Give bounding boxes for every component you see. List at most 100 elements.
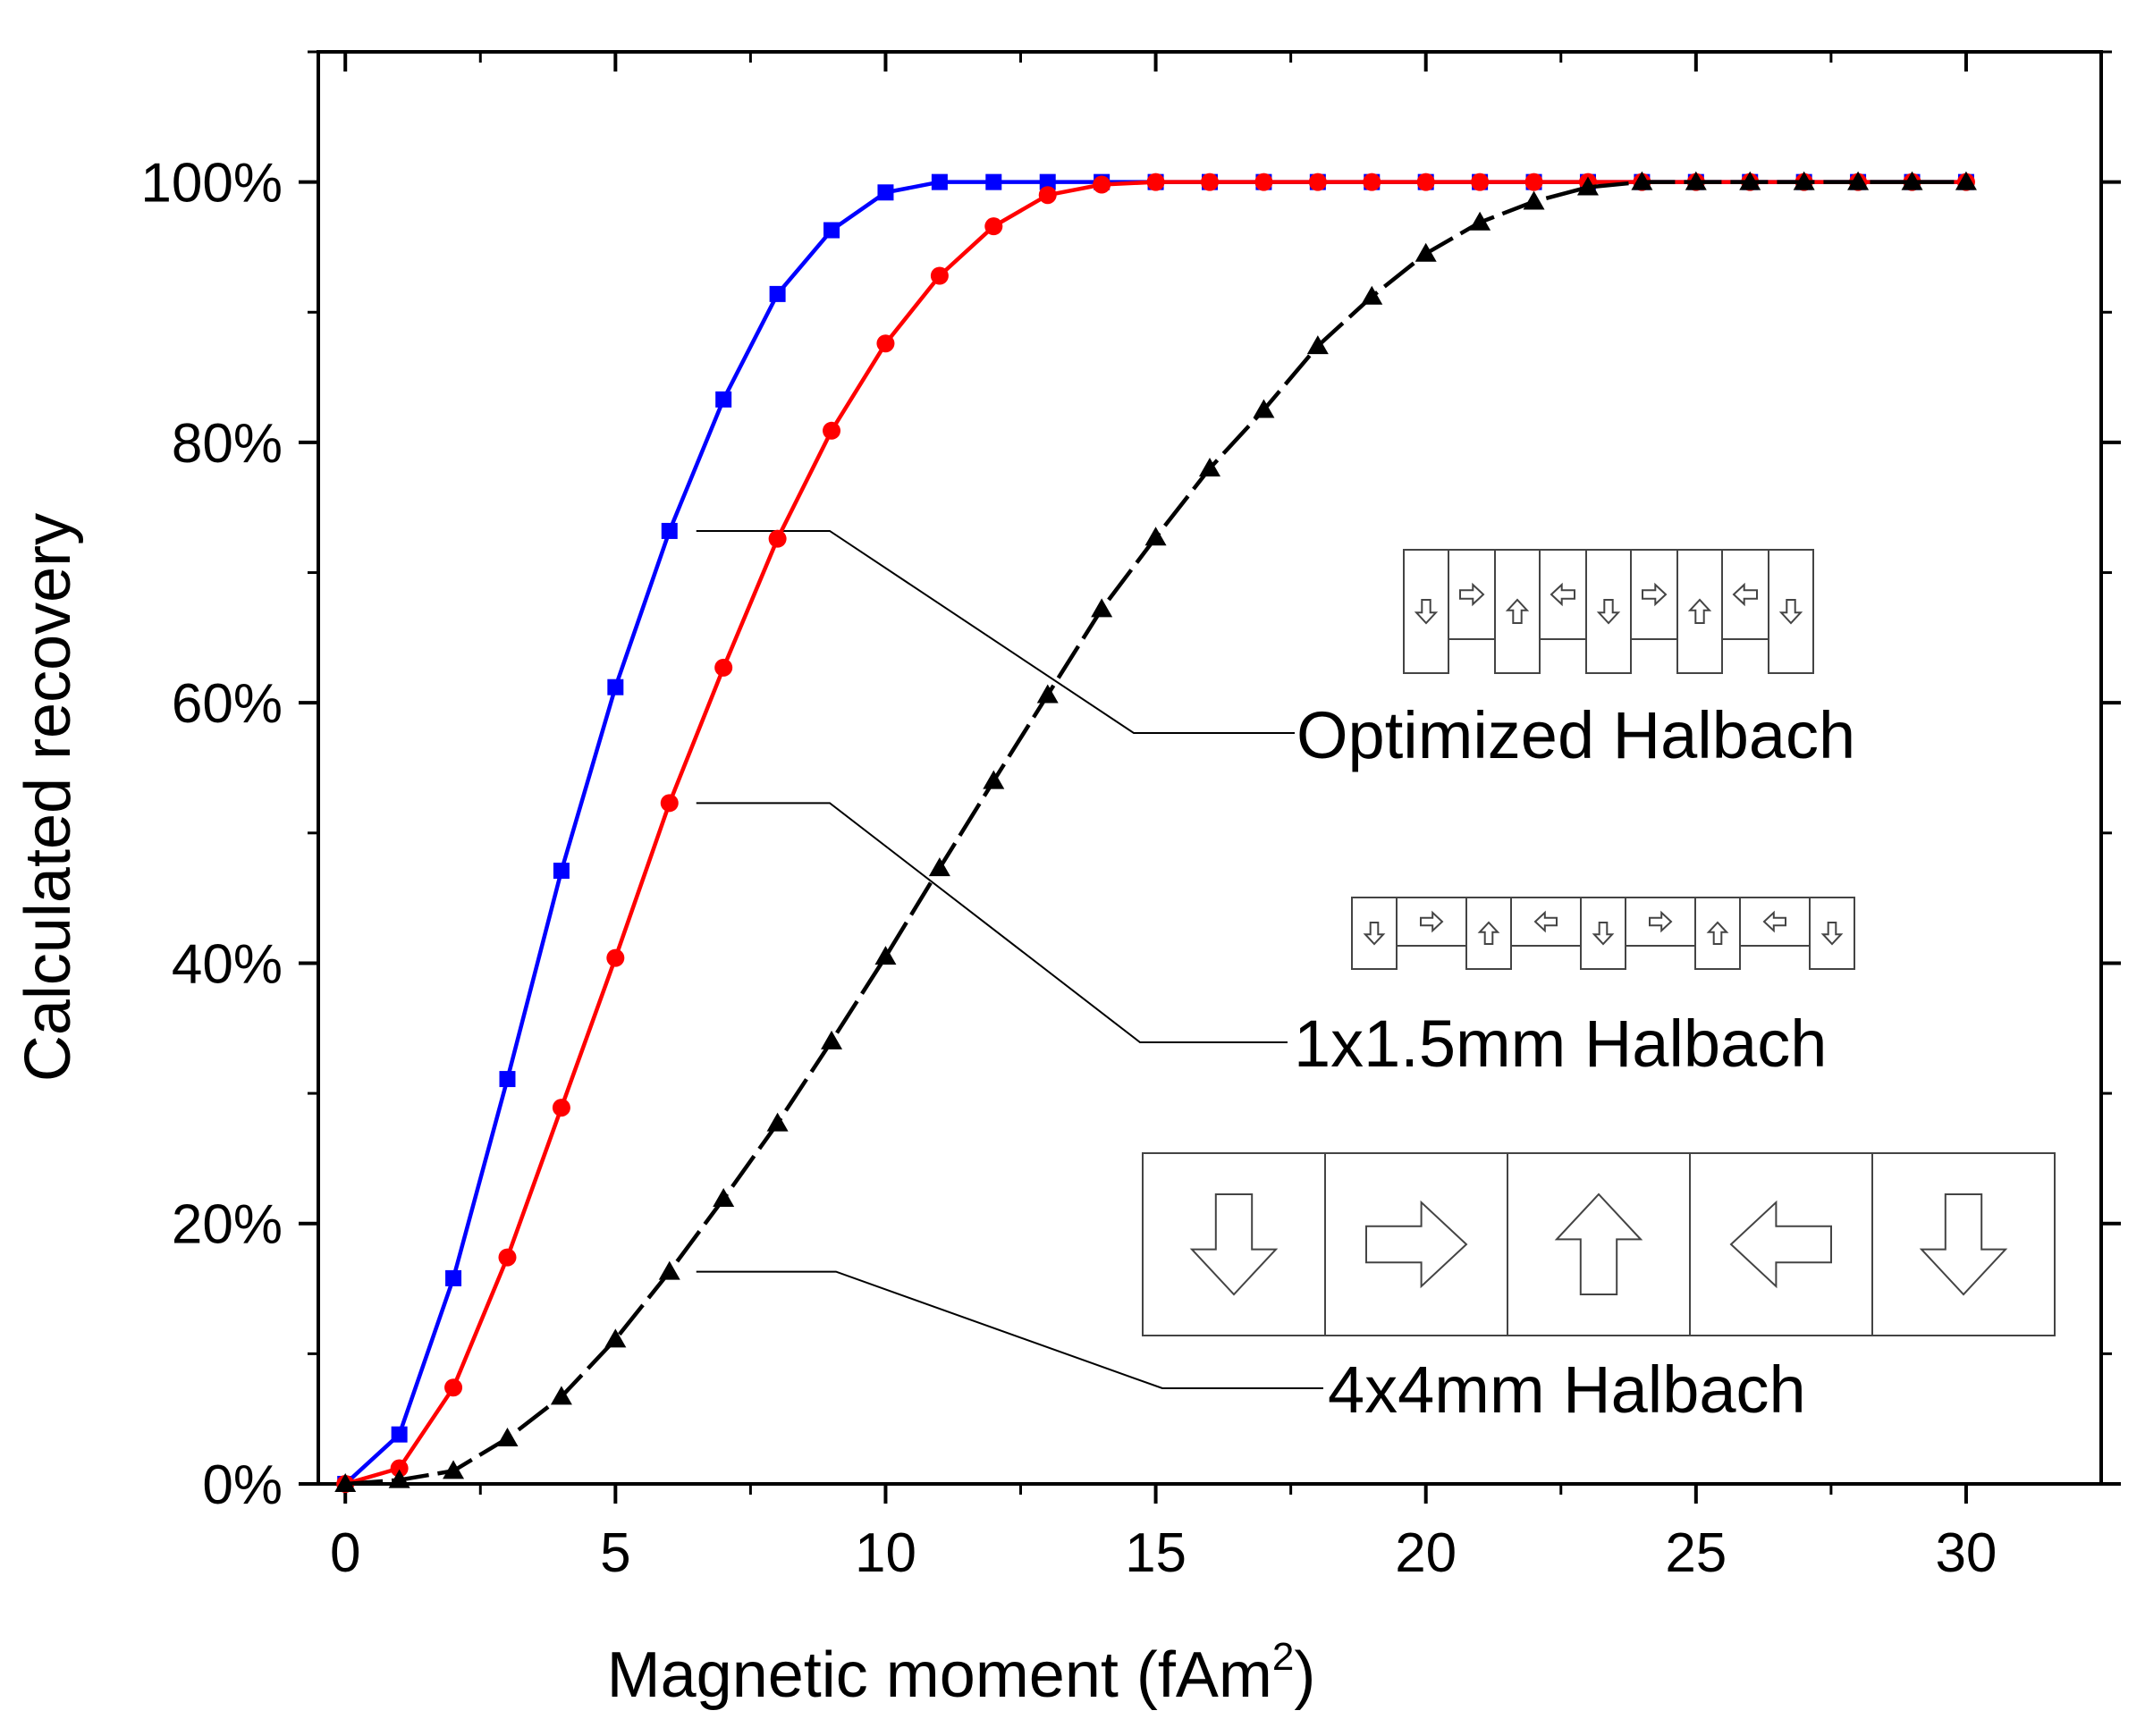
data-point-square [931,173,948,190]
leader-line [696,802,1288,1043]
x-tick-label: 25 [1665,1522,1727,1584]
y-tick-label: 0% [202,1454,283,1516]
optimized-halbach-diagram [1403,549,1814,674]
up-arrow-icon [1554,1192,1643,1295]
left-arrow-icon [1729,1200,1832,1289]
data-point-triangle [983,770,1005,789]
y-tick-label: 100% [140,153,283,215]
data-point-triangle [388,1469,410,1488]
magnet-block [1809,897,1855,970]
data-point-circle [1038,186,1057,205]
data-point-circle [1363,173,1381,191]
y-tick-label: 80% [172,413,283,475]
series-layer [334,171,1977,1493]
y-tick-label: 20% [172,1194,283,1256]
right-arrow-icon [1649,910,1673,933]
up-arrow-icon [1706,921,1729,945]
data-point-triangle [604,1328,627,1348]
data-point-circle [823,421,841,440]
up-arrow-icon [1505,598,1530,624]
data-point-triangle [1361,285,1383,305]
data-point-triangle [874,946,897,965]
left-arrow-icon [1550,582,1575,607]
data-point-circle [444,1378,463,1397]
plot-frame [317,50,2103,1486]
data-point-circle [930,266,949,285]
annotation-label: 1x1.5mm Halbach [1294,1007,1827,1081]
data-point-circle [876,334,895,353]
up-arrow-icon [1687,598,1712,624]
data-point-triangle [1253,399,1275,418]
data-point-circle [768,529,787,548]
data-point-square [823,222,840,239]
right-arrow-icon [1420,910,1444,933]
data-point-square [607,678,624,695]
x-tick-label: 5 [600,1522,630,1584]
down-arrow-icon [1778,599,1803,625]
data-point-triangle [1091,598,1113,618]
data-point-square [499,1071,516,1088]
data-point-circle [1471,173,1490,191]
data-point-triangle [928,857,950,877]
annotation-leaders [696,529,1323,1389]
data-point-triangle [1415,242,1437,262]
data-point-triangle [1036,684,1059,704]
x-tick-label: 20 [1395,1522,1457,1584]
data-point-triangle [766,1112,789,1132]
data-point-triangle [1199,458,1220,477]
y-axis-title: Calculated recovery [13,513,84,1082]
x-tick-label: 0 [330,1522,360,1584]
y-tick-label: 40% [172,933,283,995]
data-point-triangle [821,1030,843,1049]
data-point-triangle [1469,211,1491,231]
magnet-block [1739,897,1811,947]
data-point-triangle [496,1428,519,1447]
data-point-triangle [1523,190,1545,210]
data-point-triangle [1306,335,1329,355]
up-arrow-icon [1477,921,1500,945]
data-point-triangle [1631,171,1653,190]
data-point-square [715,391,732,408]
thin-halbach-diagram [1351,897,1855,970]
data-point-triangle [658,1260,680,1280]
labels: Calculated recovery Magnetic moment (fAm… [13,513,1855,1711]
data-point-triangle [1144,527,1167,546]
y-tick-label: 60% [172,673,283,735]
data-point-circle [660,794,679,813]
data-point-triangle [1901,171,1923,190]
data-point-triangle [1955,171,1977,190]
left-arrow-icon [1762,910,1786,933]
down-arrow-icon [1363,922,1386,946]
data-point-circle [1093,175,1111,194]
data-point-circle [1254,173,1273,191]
down-arrow-icon [1596,599,1621,625]
data-point-square [985,173,1002,190]
data-point-triangle [550,1386,572,1405]
data-point-square [445,1269,462,1286]
data-point-square [769,285,786,302]
down-arrow-icon [1189,1193,1279,1296]
series-triangle [334,171,1977,1492]
data-point-circle [984,217,1003,236]
right-arrow-icon [1642,582,1668,607]
annotation-label: 4x4mm Halbach [1328,1353,1806,1427]
data-point-triangle [1739,171,1761,190]
magnet-block [1676,549,1723,674]
left-arrow-icon [1533,910,1558,933]
data-point-circle [714,658,733,677]
down-arrow-icon [1820,922,1844,946]
data-point-square [391,1426,408,1443]
data-point-triangle [1685,171,1707,190]
block-halbach-diagram [1142,1152,2056,1336]
x-tick-label: 10 [855,1522,916,1584]
data-point-triangle [1793,171,1815,190]
data-point-circle [1308,173,1327,191]
data-point-circle [1201,173,1219,191]
down-arrow-icon [1919,1193,2008,1296]
magnet-diagrams [1142,549,2056,1336]
data-point-square [1039,173,1056,190]
left-arrow-icon [1732,582,1758,607]
x-axis-title-close: ) [1294,1639,1315,1711]
annotation-label: Optimized Halbach [1296,698,1855,772]
